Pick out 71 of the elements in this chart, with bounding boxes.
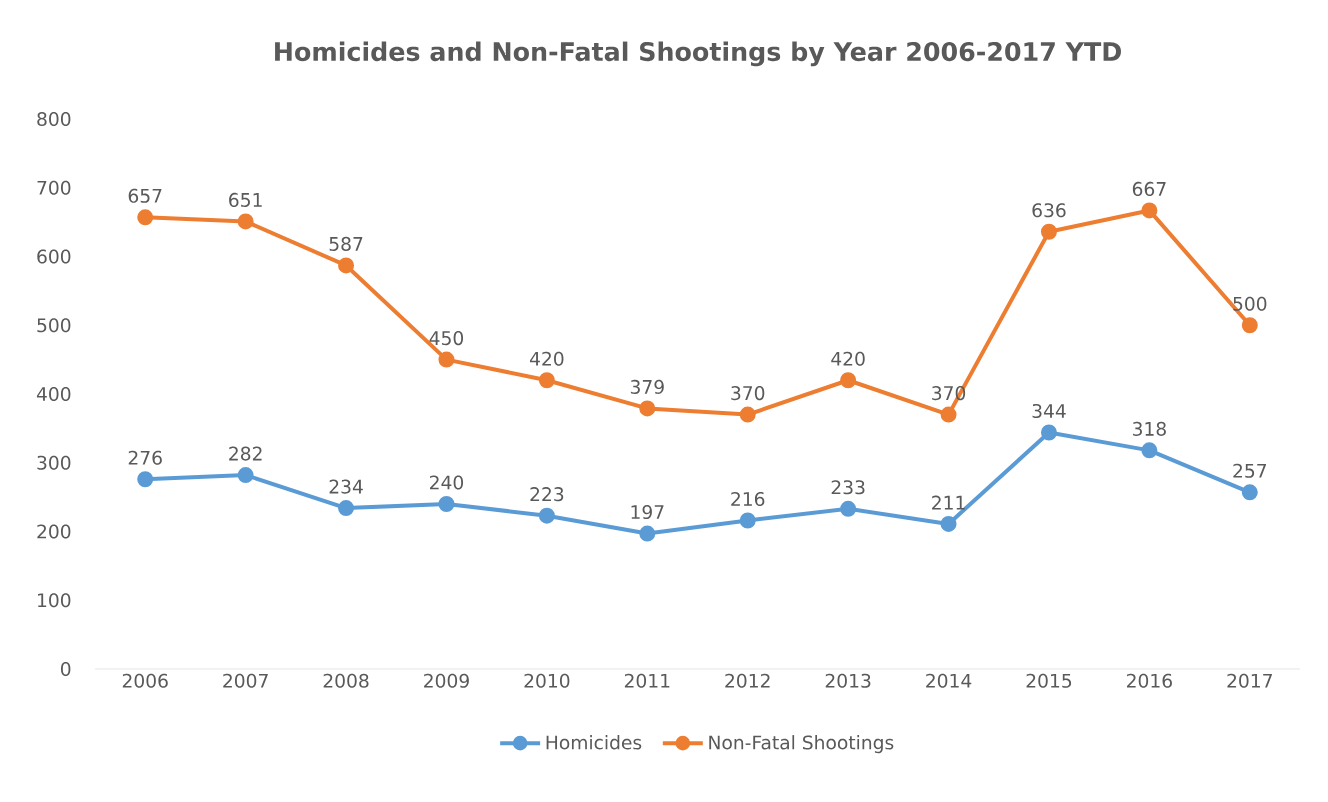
point: [739, 406, 756, 423]
data-label: 257: [1233, 463, 1267, 478]
x-tick-label: 2009: [424, 673, 469, 688]
point: [338, 500, 355, 517]
point: [538, 372, 555, 389]
point: [1141, 442, 1158, 459]
data-label: 420: [529, 351, 564, 366]
data-label: 282: [229, 446, 262, 461]
x-tick-label: 2015: [1026, 673, 1072, 688]
point: [137, 471, 154, 488]
data-label: 223: [530, 487, 564, 502]
data-label: 657: [128, 188, 162, 203]
y-tick-label: 800: [37, 111, 71, 127]
point: [1040, 223, 1057, 240]
y-tick-label: 400: [36, 386, 71, 402]
y-tick-label: 300: [37, 455, 71, 470]
point: [1040, 424, 1057, 441]
data-label: 233: [831, 480, 865, 495]
x-tick-label: 2011: [624, 673, 670, 688]
x-tick-label: 2007: [223, 673, 268, 688]
point: [1241, 484, 1258, 501]
point: [538, 507, 555, 524]
data-label: 197: [631, 504, 664, 520]
data-label: 211: [932, 495, 965, 510]
point: [1141, 202, 1158, 219]
data-label: 318: [1132, 421, 1166, 436]
data-label: 379: [630, 379, 664, 394]
legend-label: Homicides: [546, 735, 642, 750]
data-label: 216: [731, 491, 765, 507]
point: [237, 467, 254, 484]
data-label: 420: [831, 351, 865, 366]
point: [1241, 317, 1258, 334]
y-tick-label: 0: [60, 661, 71, 677]
chart-title: Homicides and Non-Fatal Shootings by Year 2006-2017 YTD: [275, 41, 1121, 67]
data-label: 636: [1032, 203, 1066, 218]
point: [438, 351, 455, 368]
x-tick-label: 2006: [122, 673, 168, 688]
data-label: 651: [229, 192, 262, 207]
point: [940, 406, 957, 423]
x-tick-label: 2008: [323, 673, 369, 688]
point: [639, 400, 656, 417]
point: [438, 495, 455, 512]
point: [840, 500, 857, 517]
data-label: 240: [430, 475, 464, 490]
point: [739, 512, 756, 529]
legend-label: Non-Fatal Shootings: [709, 735, 894, 754]
data-label: 667: [1132, 181, 1166, 196]
x-tick-label: 2010: [524, 673, 570, 688]
x-tick-label: 2014: [926, 673, 972, 688]
y-tick-label: 500: [37, 318, 71, 333]
data-label: 500: [1233, 296, 1267, 311]
data-label: 450: [429, 331, 464, 346]
data-label: 587: [329, 236, 363, 251]
data-label: 276: [128, 450, 162, 465]
point: [840, 372, 857, 389]
x-tick-label: 2016: [1126, 673, 1172, 688]
y-tick-label: 700: [37, 180, 71, 195]
y-tick-label: 100: [38, 593, 71, 608]
data-label: 234: [329, 479, 363, 494]
data-label: 344: [1032, 403, 1066, 419]
point: [237, 213, 254, 230]
x-tick-label: 2013: [825, 673, 871, 688]
point: [137, 209, 154, 226]
x-tick-label: 2017: [1227, 673, 1272, 688]
y-tick-label: 200: [37, 524, 71, 539]
data-label: 370: [731, 386, 765, 401]
point: [940, 515, 957, 532]
point: [639, 525, 656, 542]
point: [338, 257, 355, 274]
y-tick-label: 600: [37, 249, 71, 264]
x-tick-label: 2012: [725, 673, 770, 688]
